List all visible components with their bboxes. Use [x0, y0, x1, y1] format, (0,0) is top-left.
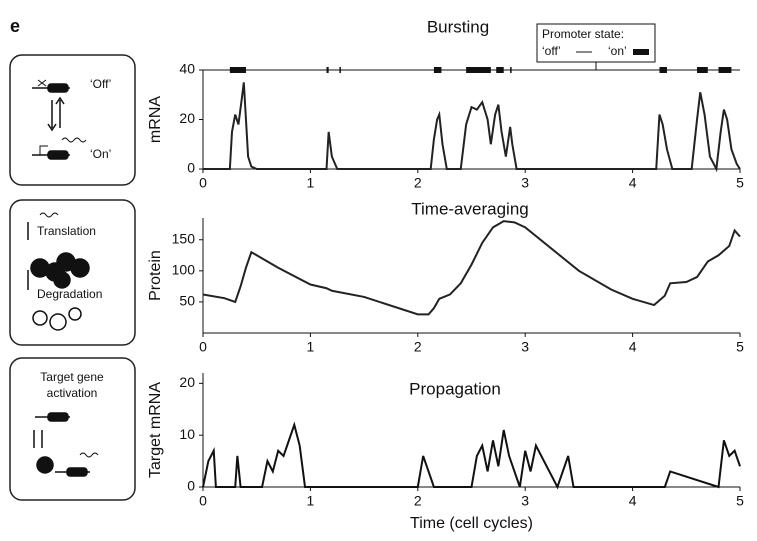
x-tick-label: 5 — [736, 175, 744, 191]
x-tick-label: 2 — [414, 339, 422, 355]
x-tick-label: 0 — [199, 175, 207, 191]
promoter-on — [496, 67, 504, 73]
legend-title: Promoter state: — [542, 27, 624, 41]
box — [9, 357, 136, 501]
promoter-legend-box — [536, 23, 656, 63]
y-axis-label: mRNA — [147, 96, 164, 143]
x-tick-label: 5 — [736, 339, 744, 355]
box — [9, 199, 136, 346]
y-tick-label: 100 — [172, 262, 196, 278]
diagram-label: Translation — [37, 224, 96, 238]
x-tick-label: 0 — [199, 493, 207, 509]
y-tick-label: 150 — [172, 230, 196, 246]
chart-title: Time-averaging — [411, 199, 528, 218]
x-tick-label: 2 — [414, 175, 422, 191]
y-axis-label: Target mRNA — [147, 382, 164, 478]
promoter-on — [433, 67, 442, 73]
y-tick-label: 50 — [179, 293, 195, 309]
y-tick-label: 0 — [187, 478, 195, 494]
diagram-label: Target gene — [40, 370, 104, 384]
promoter-on — [339, 67, 341, 73]
x-tick-label: 1 — [307, 339, 315, 355]
promoter-on — [659, 67, 667, 73]
promoter-on — [718, 67, 732, 73]
diagram-label: ‘On’ — [90, 147, 111, 161]
x-tick-label: 2 — [414, 493, 422, 509]
y-tick-label: 20 — [179, 110, 195, 126]
chart-title: Bursting — [427, 17, 489, 36]
promoter-on — [697, 67, 708, 73]
y-tick-label: 0 — [187, 160, 195, 176]
x-axis-label: Time (cell cycles) — [410, 515, 533, 532]
panel-label: e — [10, 16, 20, 36]
y-tick-label: 20 — [179, 374, 195, 390]
x-tick-label: 4 — [629, 175, 637, 191]
box — [9, 54, 136, 186]
legend-on: ‘on’ — [608, 44, 627, 58]
x-tick-label: 4 — [629, 339, 637, 355]
chart-title: Propagation — [409, 379, 501, 398]
x-tick-label: 3 — [521, 493, 529, 509]
promoter-on — [466, 67, 491, 73]
x-tick-label: 5 — [736, 493, 744, 509]
x-tick-label: 1 — [307, 493, 315, 509]
legend-off: ‘off’ — [542, 44, 561, 58]
data-line — [203, 82, 741, 173]
data-line — [202, 220, 741, 316]
promoter-on — [326, 67, 329, 73]
x-tick-label: 4 — [629, 493, 637, 509]
diagram-label: activation — [47, 386, 98, 400]
y-axis-label: Protein — [147, 250, 164, 301]
promoter-on — [229, 67, 246, 73]
y-tick-label: 10 — [179, 426, 195, 442]
diagram-icons — [27, 79, 99, 477]
promoter-on — [510, 67, 512, 73]
x-tick-label: 0 — [199, 339, 207, 355]
x-tick-label: 1 — [307, 175, 315, 191]
y-tick-label: 40 — [179, 61, 195, 77]
legend-on-symbol — [633, 49, 649, 55]
diagram-label: ‘Off’ — [90, 77, 111, 91]
x-tick-label: 3 — [521, 339, 529, 355]
diagram-label: Degradation — [37, 287, 102, 301]
x-tick-label: 3 — [521, 175, 529, 191]
data-line — [202, 421, 741, 490]
diagram-boxes — [9, 54, 136, 501]
